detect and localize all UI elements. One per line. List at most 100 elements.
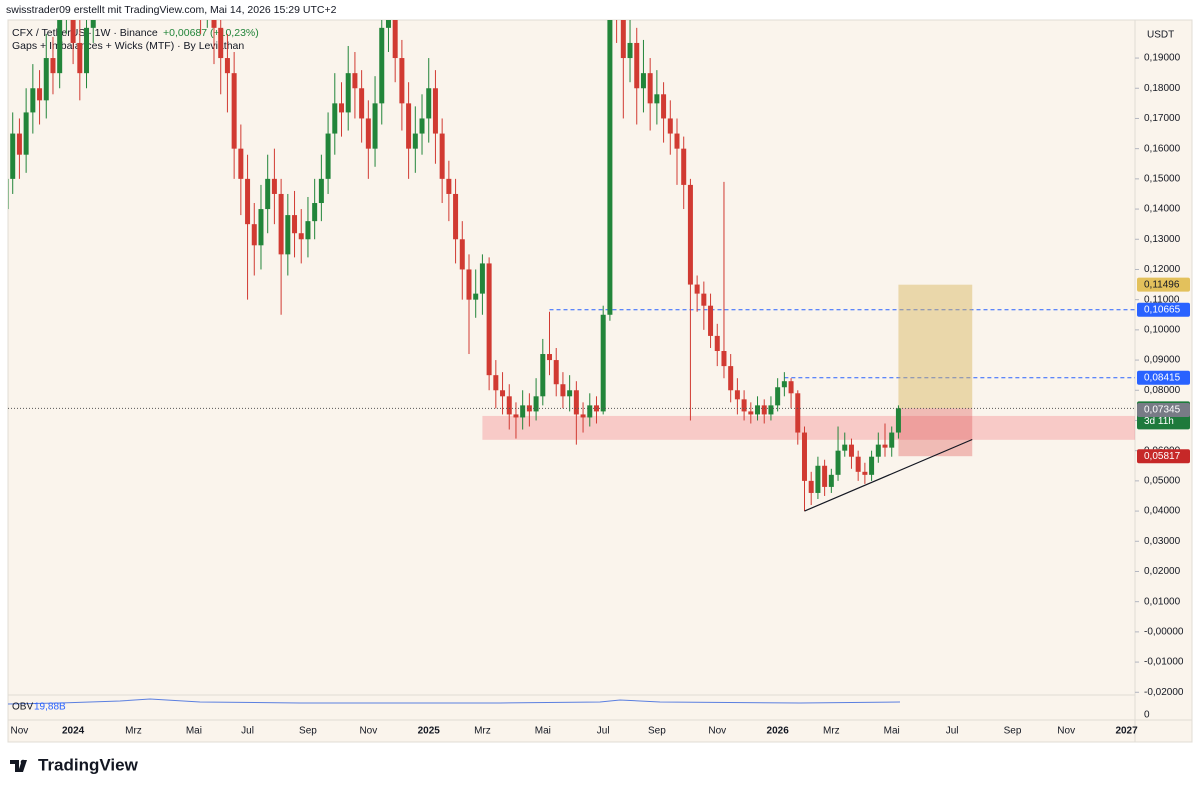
candle-body bbox=[560, 384, 566, 397]
candle bbox=[37, 70, 43, 125]
x-tick-label: Nov bbox=[708, 726, 726, 737]
candle-body bbox=[553, 360, 559, 385]
candle-body bbox=[385, 20, 391, 28]
candle-body bbox=[775, 387, 781, 406]
stop-box bbox=[898, 408, 973, 457]
candle bbox=[399, 39, 405, 131]
candle bbox=[801, 426, 807, 512]
x-tick-label: Sep bbox=[299, 726, 317, 737]
candle bbox=[251, 203, 257, 276]
candle-body bbox=[486, 263, 492, 376]
candle-body bbox=[37, 88, 43, 101]
price-tag bbox=[1137, 403, 1190, 418]
candle-body bbox=[406, 103, 412, 149]
candle bbox=[278, 178, 284, 315]
candle-body bbox=[23, 112, 29, 155]
candle bbox=[345, 45, 351, 131]
x-tick-label: 2025 bbox=[418, 726, 441, 737]
candle-body bbox=[224, 58, 230, 74]
candle-body bbox=[600, 314, 606, 412]
candle-body bbox=[332, 103, 338, 134]
candle-body bbox=[77, 42, 83, 74]
candle bbox=[741, 390, 747, 421]
candle bbox=[224, 33, 230, 113]
candle bbox=[667, 100, 673, 155]
candle bbox=[828, 468, 834, 493]
x-tick-label: Mai bbox=[884, 726, 900, 737]
candle bbox=[895, 405, 901, 439]
y-tick-label: 0,10000 bbox=[1144, 325, 1181, 336]
candle-body bbox=[862, 471, 868, 475]
candle bbox=[365, 100, 371, 179]
candle bbox=[305, 196, 311, 258]
candle-body bbox=[90, 20, 96, 28]
y-tick-label: 0,19000 bbox=[1144, 53, 1181, 64]
y-tick-label: 0,15000 bbox=[1144, 173, 1181, 184]
candle-body bbox=[432, 88, 438, 134]
candle-body bbox=[788, 381, 794, 394]
candle-body bbox=[513, 414, 519, 418]
candle bbox=[526, 393, 532, 427]
x-tick-label: Sep bbox=[648, 726, 666, 737]
candle-body bbox=[412, 133, 418, 149]
candle-body bbox=[714, 335, 720, 352]
candle-body bbox=[748, 411, 754, 415]
candle bbox=[479, 254, 485, 315]
candle bbox=[298, 209, 304, 264]
candle bbox=[506, 384, 512, 430]
candle-body bbox=[647, 73, 653, 104]
currency: USDT bbox=[1147, 30, 1174, 41]
candle bbox=[875, 432, 881, 463]
candle bbox=[587, 393, 593, 427]
candle-body bbox=[352, 73, 358, 89]
candle-body bbox=[755, 405, 761, 415]
logo-text: TradingView bbox=[38, 755, 139, 774]
candle-body bbox=[379, 27, 385, 104]
candle bbox=[372, 76, 378, 167]
candle bbox=[292, 190, 298, 258]
y-tick-label: 0,13000 bbox=[1144, 234, 1181, 245]
candle-body bbox=[399, 58, 405, 104]
candle bbox=[312, 178, 318, 240]
candle-body bbox=[292, 215, 298, 234]
y-tick-label: 0,01000 bbox=[1144, 596, 1181, 607]
candle-body bbox=[231, 73, 237, 149]
candle bbox=[607, 20, 613, 321]
candle-body bbox=[479, 263, 485, 294]
candle-body bbox=[815, 465, 821, 493]
candle-body bbox=[265, 178, 271, 210]
candle-body bbox=[889, 432, 895, 448]
candle-body bbox=[855, 456, 861, 472]
candle-body bbox=[687, 184, 693, 285]
obv-tick-label: 0 bbox=[1144, 710, 1150, 721]
candle bbox=[10, 112, 16, 194]
y-tick-label: 0,11000 bbox=[1144, 294, 1180, 305]
candle bbox=[815, 456, 821, 499]
candle bbox=[446, 160, 452, 222]
candle-body bbox=[533, 396, 539, 412]
candle-body bbox=[365, 118, 371, 149]
candle bbox=[620, 20, 626, 119]
obv-line bbox=[7, 698, 901, 705]
candle bbox=[681, 136, 687, 210]
y-tick-label: 0,18000 bbox=[1144, 83, 1181, 94]
candle-body bbox=[238, 148, 244, 179]
candle bbox=[761, 399, 767, 424]
candle-body bbox=[325, 133, 331, 179]
x-tick-label: 2024 bbox=[62, 726, 85, 737]
y-tick-label: -0,02000 bbox=[1144, 687, 1184, 698]
candle-body bbox=[473, 293, 479, 300]
candle bbox=[493, 360, 499, 409]
candle bbox=[218, 20, 224, 95]
candle-body bbox=[84, 27, 90, 74]
candle-body bbox=[654, 94, 660, 104]
candle bbox=[57, 20, 63, 89]
candle-body bbox=[359, 88, 365, 119]
candle-body bbox=[640, 73, 646, 89]
candle-body bbox=[875, 444, 881, 457]
candle bbox=[580, 402, 586, 433]
candle bbox=[285, 193, 291, 276]
candle-body bbox=[661, 94, 667, 119]
obv-value: 19,88B bbox=[34, 702, 66, 713]
candle bbox=[775, 378, 781, 412]
